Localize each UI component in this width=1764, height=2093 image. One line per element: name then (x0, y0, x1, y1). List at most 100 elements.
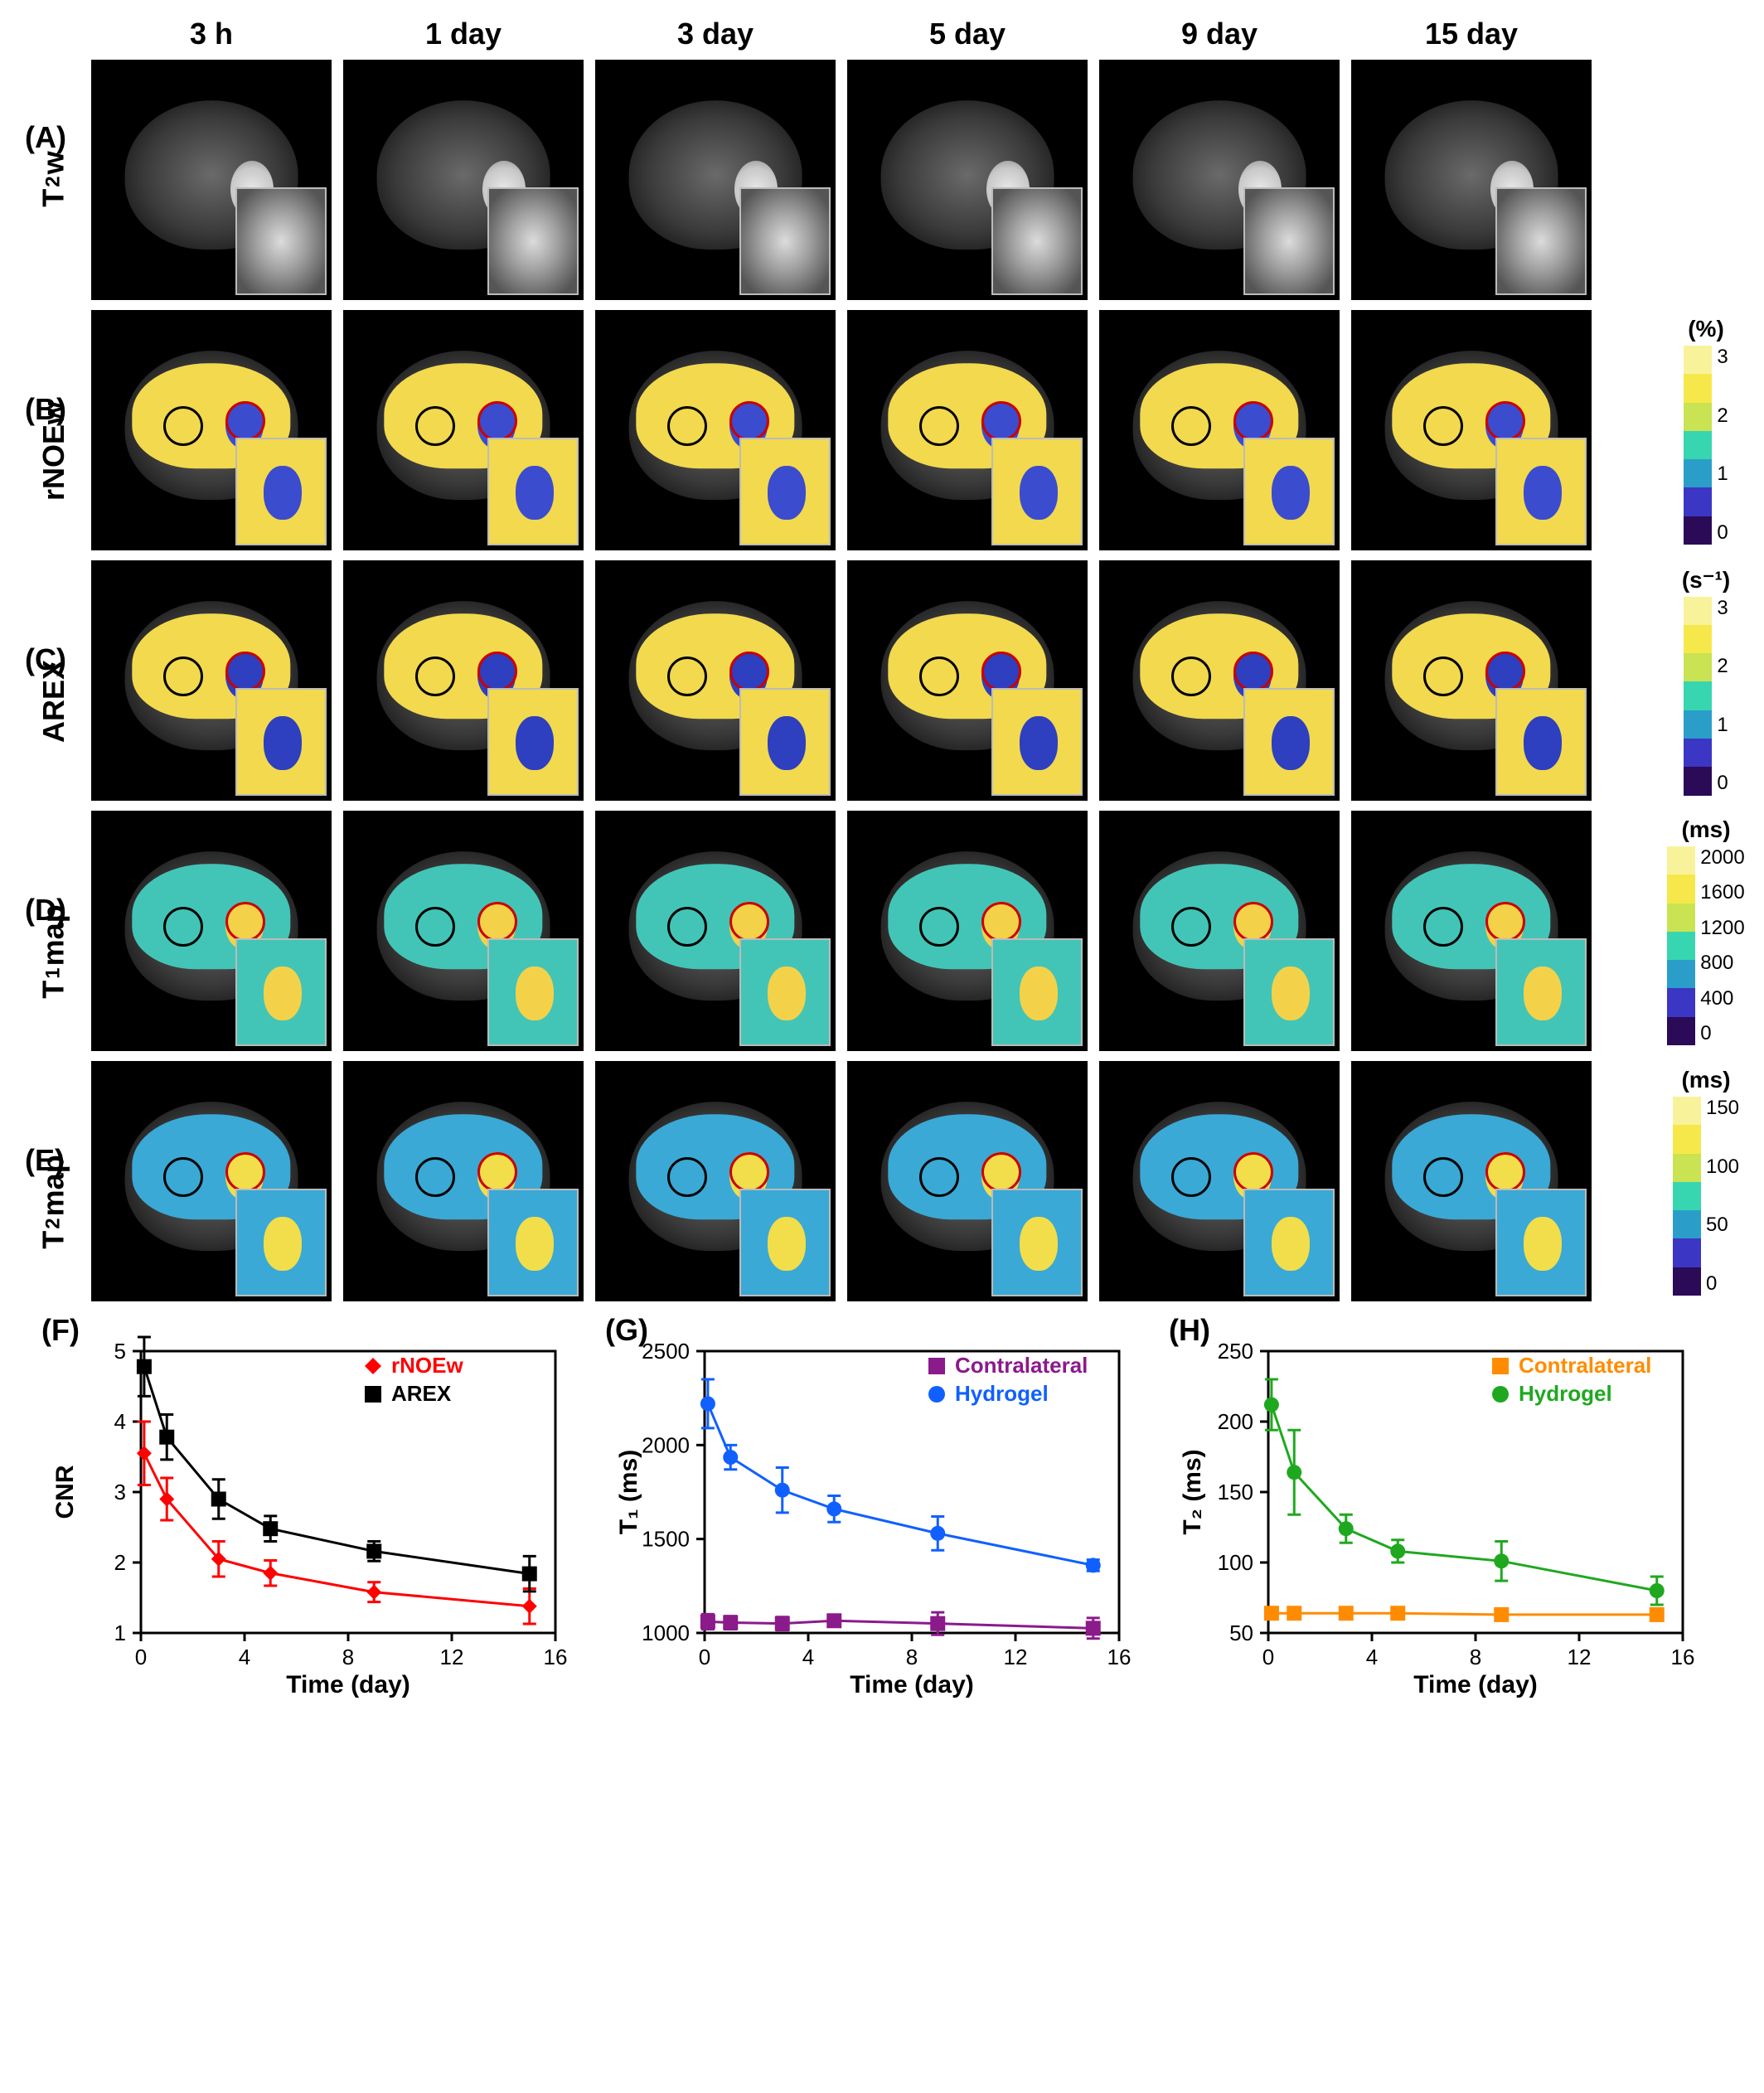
panel-wrap (1099, 811, 1340, 1051)
roi-contralateral (1171, 1157, 1211, 1197)
panels-container (91, 1061, 1665, 1301)
roi-contralateral (919, 907, 959, 947)
inset-cmap (1243, 1189, 1335, 1296)
svg-text:12: 12 (440, 1645, 464, 1669)
panel-wrap (1351, 811, 1592, 1051)
row-modality-label: T2 map (36, 1155, 71, 1248)
timepoint-header: 9 day (1181, 17, 1258, 53)
roi-contralateral (667, 406, 707, 446)
roi-contralateral (1423, 406, 1463, 446)
svg-text:150: 150 (1218, 1480, 1253, 1504)
svg-text:8: 8 (1470, 1645, 1481, 1669)
svg-text:3: 3 (114, 1480, 126, 1504)
mri-panel (91, 560, 332, 801)
panel-wrap (847, 811, 1088, 1051)
panel-wrap: 9 day (1099, 17, 1340, 300)
svg-text:Time (day): Time (day) (1413, 1671, 1538, 1698)
mri-panel (91, 60, 332, 300)
inset-blob (1524, 466, 1563, 521)
inset-gray (1495, 187, 1587, 295)
panel-wrap (91, 811, 332, 1051)
svg-text:100: 100 (1218, 1550, 1253, 1575)
mri-panel (1099, 310, 1340, 550)
panel-wrap (343, 1061, 584, 1301)
inset-cmap (1495, 938, 1587, 1046)
inset-blob (264, 716, 303, 771)
svg-text:Hydrogel: Hydrogel (955, 1381, 1049, 1406)
image-row-A: (A)T2w3 h1 day3 day5 day9 day15 day (17, 17, 1747, 300)
inset-cmap (1243, 688, 1335, 796)
inset-blob (1272, 716, 1311, 771)
svg-text:5: 5 (114, 1339, 126, 1364)
inset-blob (516, 967, 555, 1021)
svg-text:CNR: CNR (51, 1465, 79, 1519)
roi-contralateral (163, 656, 203, 696)
panels-container (91, 560, 1665, 801)
roi-contralateral (415, 406, 455, 446)
roi-contralateral (163, 907, 203, 947)
panel-letter: (A) (25, 120, 66, 155)
charts-row: (F)048121612345Time (day)CNRrNOEwAREX(G)… (17, 1326, 1747, 1708)
svg-text:250: 250 (1218, 1339, 1253, 1364)
mri-panel (343, 1061, 584, 1301)
panel-wrap (91, 1061, 332, 1301)
mri-panel (1099, 560, 1340, 801)
inset-cmap (991, 688, 1083, 796)
colorbar-ticks: 2000160012008004000 (1700, 846, 1744, 1045)
panel-wrap (1351, 310, 1592, 550)
panel-wrap (343, 560, 584, 801)
colorbar-column: (%)3210 (1665, 316, 1747, 545)
timepoint-header: 1 day (425, 17, 502, 53)
mri-panel (1099, 60, 1340, 300)
inset-cmap (487, 688, 579, 796)
roi-contralateral (1423, 907, 1463, 947)
mri-panel (595, 1061, 836, 1301)
inset-blob (1272, 967, 1311, 1021)
inset-cmap (739, 938, 831, 1046)
mri-panel (1351, 1061, 1592, 1301)
roi-contralateral (667, 656, 707, 696)
panel-wrap (847, 560, 1088, 801)
mri-panel (1351, 811, 1592, 1051)
inset-blob (1272, 1217, 1311, 1272)
inset-cmap (1243, 438, 1335, 545)
row-modality-label: T1 map (36, 904, 71, 998)
row-modality-label: AREX (36, 660, 71, 743)
colorbar-column: (ms)150100500 (1665, 1067, 1747, 1296)
roi-contralateral (415, 907, 455, 947)
inset-blob (1020, 967, 1059, 1021)
inset-cmap (235, 438, 327, 545)
chart-G: (G)04812161000150020002500Time (day)T₁ (… (613, 1326, 1144, 1708)
panel-wrap (343, 811, 584, 1051)
panel-wrap (1351, 560, 1592, 801)
panel-letter: (H) (1169, 1313, 1210, 1348)
svg-text:Time (day): Time (day) (850, 1671, 974, 1698)
inset-cmap (739, 1189, 831, 1296)
roi-contralateral (415, 1157, 455, 1197)
inset-cmap (487, 1189, 579, 1296)
panel-wrap: 3 day (595, 17, 836, 300)
panel-wrap (343, 310, 584, 550)
panel-wrap: 3 h (91, 17, 332, 300)
svg-text:2000: 2000 (642, 1432, 690, 1457)
inset-blob (1272, 466, 1311, 521)
inset-cmap (1495, 438, 1587, 545)
svg-text:Contralateral: Contralateral (955, 1353, 1088, 1378)
panel-letter: (G) (605, 1313, 648, 1348)
panel-wrap (1099, 1061, 1340, 1301)
panel-wrap (595, 1061, 836, 1301)
inset-blob (264, 466, 303, 521)
colorbar-ticks: 3210 (1717, 597, 1728, 796)
panel-wrap (1099, 560, 1340, 801)
figure-root: (A)T2w3 h1 day3 day5 day9 day15 day(B)rN… (17, 17, 1747, 1708)
svg-text:0: 0 (699, 1645, 710, 1669)
svg-text:16: 16 (544, 1645, 568, 1669)
inset-gray (991, 187, 1083, 295)
inset-blob (1524, 967, 1563, 1021)
inset-cmap (991, 438, 1083, 545)
inset-gray (1243, 187, 1335, 295)
inset-cmap (235, 1189, 327, 1296)
panel-wrap (91, 310, 332, 550)
mri-panel (1099, 1061, 1340, 1301)
svg-text:2: 2 (114, 1550, 126, 1575)
